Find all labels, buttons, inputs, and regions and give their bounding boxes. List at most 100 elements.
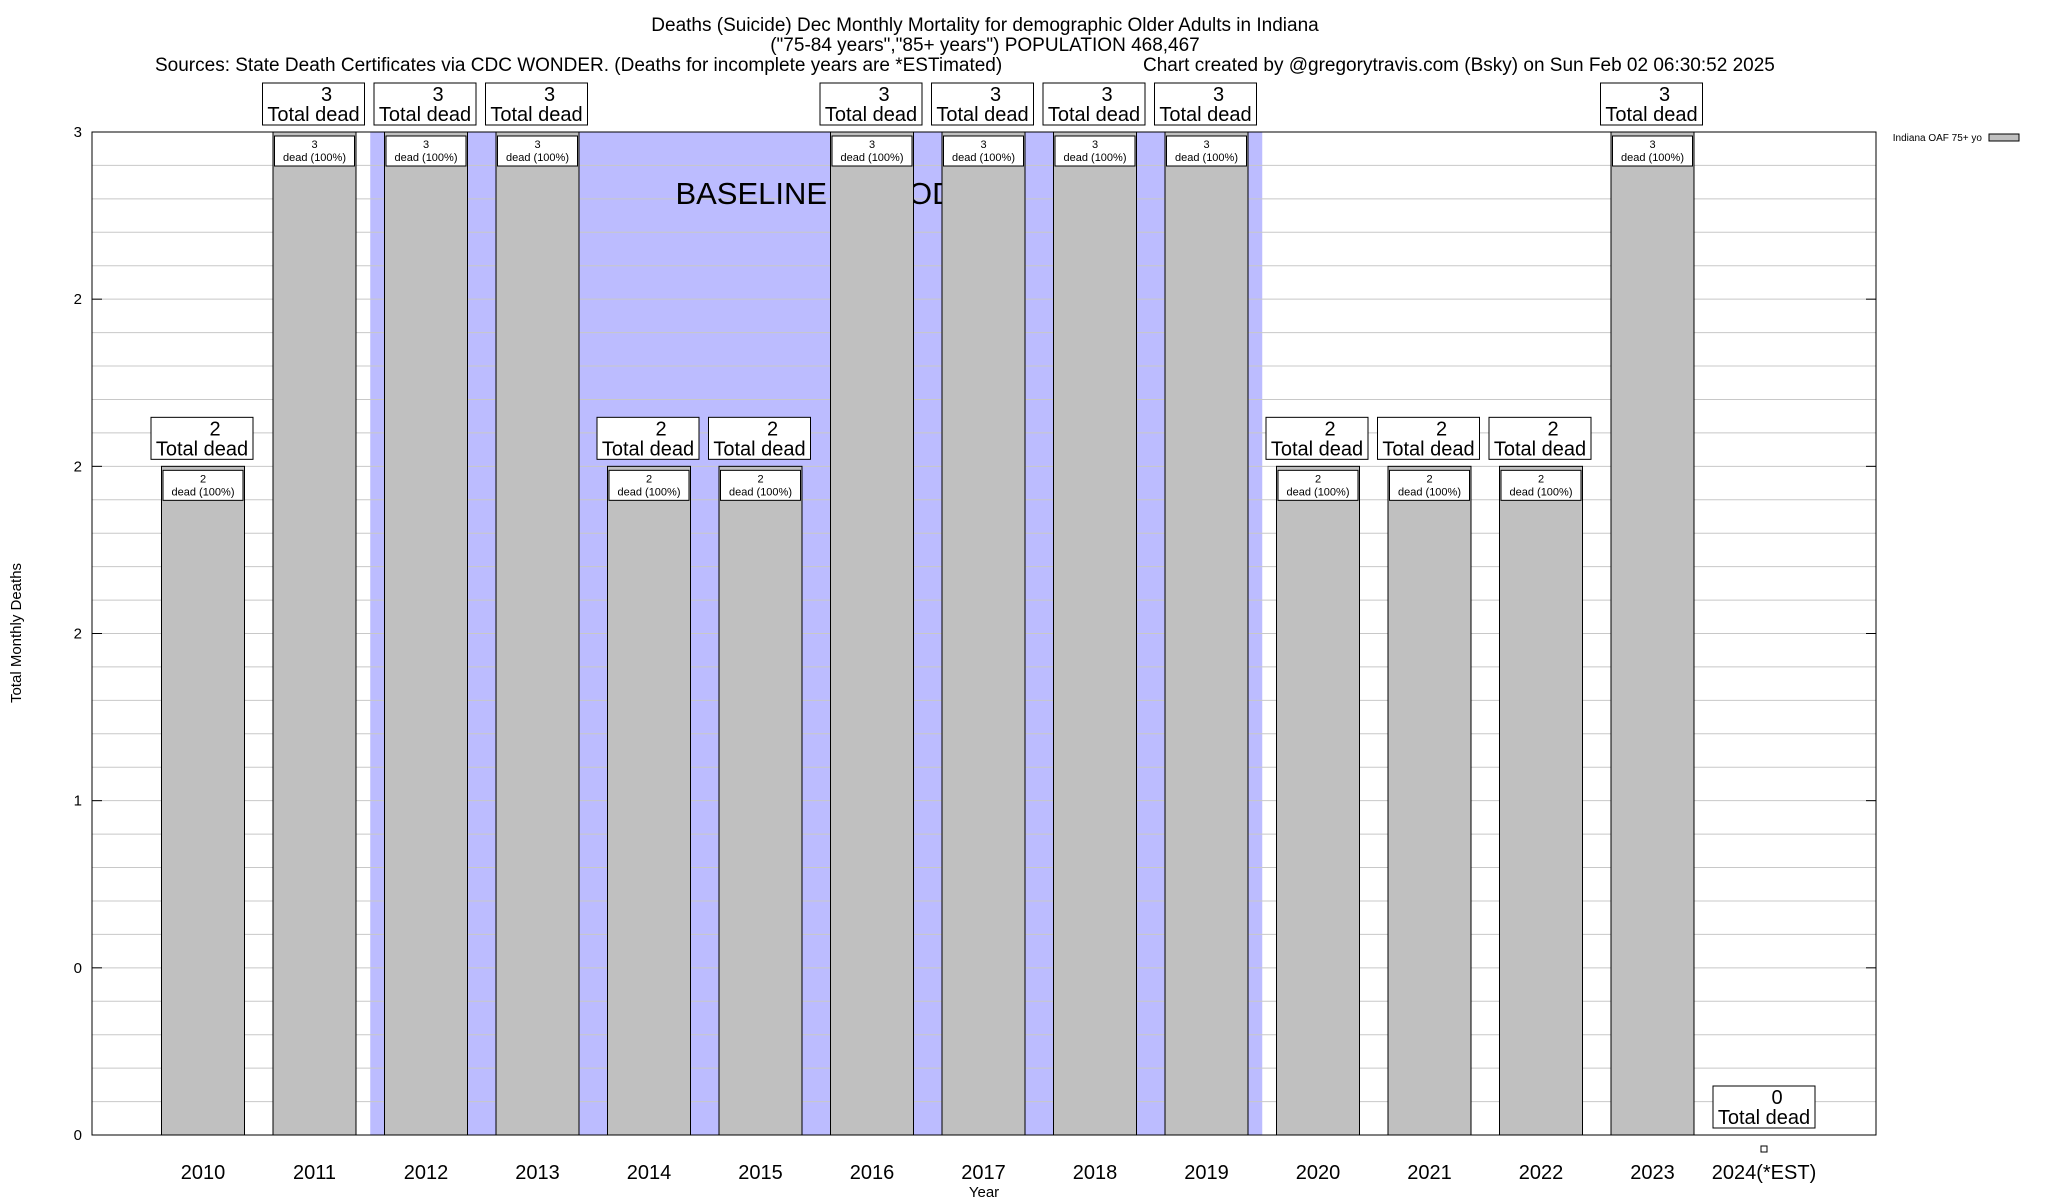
bar (941, 131, 1026, 1136)
chart-credit: Chart created by @gregorytravis.com (Bsk… (1143, 55, 1775, 76)
total-label-value: 3 (1213, 84, 1224, 106)
total-label-text: Total dead (1048, 104, 1140, 126)
inner-label-value: 2 (1426, 473, 1432, 485)
inner-label-value: 3 (534, 139, 540, 151)
x-tick-label: 2019 (1184, 1162, 1229, 1184)
y-tick-label: 3 (74, 124, 82, 141)
inner-label-value: 2 (757, 473, 763, 485)
inner-label-box (1612, 135, 1693, 167)
inner-label-text: dead (100%) (1621, 152, 1684, 164)
inner-label-value: 3 (1649, 139, 1655, 151)
y-tick-label: 2 (74, 291, 82, 308)
x-tick-label: 2010 (181, 1162, 226, 1184)
inner-label-text: dead (100%) (283, 152, 346, 164)
inner-label-box (720, 469, 801, 501)
inner-label-box (1054, 135, 1136, 167)
total-label-text: Total dead (1494, 438, 1586, 460)
inner-label-text: dead (100%) (1175, 152, 1238, 164)
inner-label-value: 3 (869, 139, 875, 151)
inner-label-box (497, 135, 578, 167)
total-label-text: Total dead (379, 104, 471, 126)
legend: Indiana OAF 75+ yo (1893, 133, 2020, 144)
x-axis-label: Year (969, 1184, 999, 1200)
inner-label-value: 3 (311, 139, 317, 151)
zero-marker (1760, 1145, 1768, 1153)
inner-label-text: dead (100%) (506, 152, 569, 164)
total-label-box (931, 82, 1034, 126)
inner-label-value: 3 (1092, 139, 1098, 151)
total-label-text: Total dead (1382, 438, 1474, 460)
y-tick-label: 0 (74, 960, 82, 977)
inner-label-text: dead (100%) (1398, 486, 1461, 498)
total-label-text: Total dead (156, 438, 248, 460)
total-label-value: 2 (1324, 418, 1335, 440)
legend-swatch (1988, 133, 2020, 142)
total-label-value: 3 (544, 84, 555, 106)
inner-label-box (608, 469, 690, 501)
total-label-text: Total dead (1605, 104, 1697, 126)
total-label-value: 2 (209, 418, 220, 440)
y-tick-label: 2 (74, 626, 82, 643)
y-axis: 0 0 1 2 2 2 3 (74, 124, 1876, 1144)
x-tick-label: 2016 (850, 1162, 895, 1184)
total-label-text: Total dead (936, 104, 1028, 126)
bar (1610, 131, 1695, 1136)
x-tick-label: 2017 (961, 1162, 1006, 1184)
total-label-box (150, 416, 254, 460)
inner-label-value: 2 (1538, 473, 1544, 485)
bar (1499, 465, 1583, 1136)
inner-label-box (385, 135, 467, 167)
total-label-value: 2 (1436, 418, 1447, 440)
y-axis-label: Total Monthly Deaths (8, 563, 25, 703)
total-label-box (708, 416, 811, 460)
total-label-text: Total dead (1271, 438, 1363, 460)
inner-label-text: dead (100%) (172, 486, 235, 498)
inner-label-text: dead (100%) (1287, 486, 1350, 498)
bar (1053, 131, 1137, 1136)
total-label-box (819, 82, 923, 126)
bar (495, 131, 580, 1136)
inner-label-value: 3 (980, 139, 986, 151)
total-label-text: Total dead (1718, 1107, 1810, 1129)
y-tick-label: 1 (74, 793, 82, 810)
x-tick-label: 2012 (404, 1162, 449, 1184)
x-tick-label: 2024(*EST) (1712, 1162, 1817, 1184)
x-tick-label: 2023 (1630, 1162, 1675, 1184)
total-label-box (596, 416, 700, 460)
inner-label-text: dead (100%) (952, 152, 1015, 164)
inner-label-value: 2 (1315, 473, 1321, 485)
total-label-box (262, 82, 365, 126)
total-label-box (1154, 82, 1257, 126)
total-label-text: Total dead (1159, 104, 1251, 126)
x-tick-label: 2013 (515, 1162, 560, 1184)
total-label-value: 2 (767, 418, 778, 440)
bar (272, 131, 357, 1136)
inner-label-text: dead (100%) (1064, 152, 1127, 164)
bar (718, 465, 803, 1136)
total-label-value: 3 (1101, 84, 1112, 106)
x-tick-label: 2020 (1296, 1162, 1341, 1184)
total-label-box (1488, 416, 1592, 460)
y-tick-label: 2 (74, 458, 82, 475)
bar (1276, 465, 1360, 1136)
total-label-value: 3 (321, 84, 332, 106)
bar (607, 465, 691, 1136)
inner-label-box (831, 135, 913, 167)
x-tick-label: 2014 (627, 1162, 672, 1184)
x-axis: 2010 2011 2012 2013 2014 2015 2016 2017 2018 2019… (181, 1162, 1817, 1184)
bar (830, 131, 914, 1136)
total-label-box (1712, 1085, 1816, 1129)
inner-label-value: 2 (646, 473, 652, 485)
inner-label-value: 3 (1203, 139, 1209, 151)
bar (1387, 465, 1472, 1136)
chart-sources: Sources: State Death Certificates via CD… (155, 55, 1002, 76)
legend-label: Indiana OAF 75+ yo (1893, 133, 1983, 144)
total-label-value: 2 (1547, 418, 1558, 440)
total-label-text: Total dead (713, 438, 805, 460)
total-label-text: Total dead (825, 104, 917, 126)
chart-title: Deaths (Suicide) Dec Monthly Mortality f… (651, 15, 1319, 36)
bar (1164, 131, 1249, 1136)
total-label-box (1042, 82, 1146, 126)
x-tick-label: 2022 (1519, 1162, 1564, 1184)
